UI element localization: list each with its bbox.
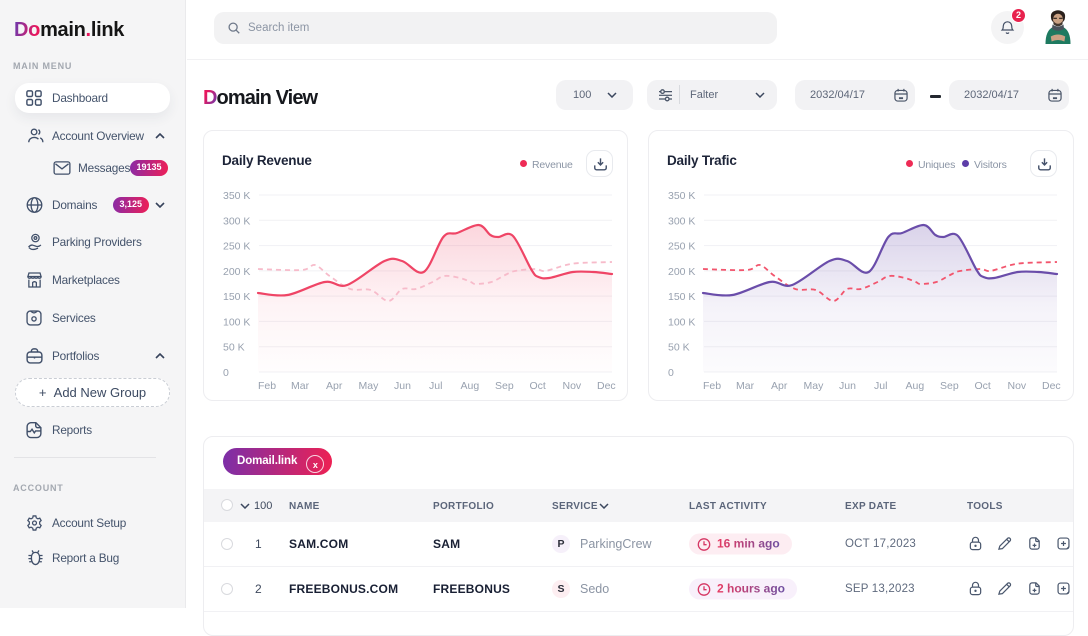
svg-text:May: May	[359, 380, 380, 392]
svg-text:Aug: Aug	[906, 380, 925, 392]
svg-text:Nov: Nov	[1008, 380, 1027, 392]
svg-text:250 K: 250 K	[668, 241, 695, 253]
svg-text:Dec: Dec	[597, 380, 616, 392]
svg-text:150 K: 150 K	[668, 291, 695, 303]
svg-text:200 K: 200 K	[223, 266, 250, 278]
svg-text:Nov: Nov	[563, 380, 582, 392]
svg-text:50 K: 50 K	[668, 342, 690, 354]
svg-text:Feb: Feb	[703, 380, 721, 392]
svg-text:Oct: Oct	[975, 380, 991, 392]
svg-text:Apr: Apr	[771, 380, 788, 392]
svg-text:150 K: 150 K	[223, 291, 250, 303]
svg-text:May: May	[804, 380, 825, 392]
svg-text:Jul: Jul	[429, 380, 442, 392]
svg-text:350 K: 350 K	[668, 190, 695, 202]
svg-text:300 K: 300 K	[223, 215, 250, 227]
svg-text:Sep: Sep	[495, 380, 514, 392]
svg-text:350 K: 350 K	[223, 190, 250, 202]
svg-text:Apr: Apr	[326, 380, 343, 392]
svg-text:Mar: Mar	[736, 380, 755, 392]
svg-text:Sep: Sep	[940, 380, 959, 392]
svg-text:0: 0	[223, 367, 229, 379]
svg-text:Dec: Dec	[1042, 380, 1061, 392]
svg-text:50 K: 50 K	[223, 342, 245, 354]
svg-text:Jun: Jun	[839, 380, 856, 392]
svg-text:200 K: 200 K	[668, 266, 695, 278]
svg-text:0: 0	[668, 367, 674, 379]
svg-text:Jun: Jun	[394, 380, 411, 392]
svg-text:Feb: Feb	[258, 380, 276, 392]
svg-text:100 K: 100 K	[223, 316, 250, 328]
svg-text:300 K: 300 K	[668, 215, 695, 227]
svg-text:Oct: Oct	[530, 380, 546, 392]
svg-text:Jul: Jul	[874, 380, 887, 392]
svg-text:Mar: Mar	[291, 380, 310, 392]
svg-text:Aug: Aug	[461, 380, 480, 392]
svg-text:250 K: 250 K	[223, 241, 250, 253]
svg-text:100 K: 100 K	[668, 316, 695, 328]
